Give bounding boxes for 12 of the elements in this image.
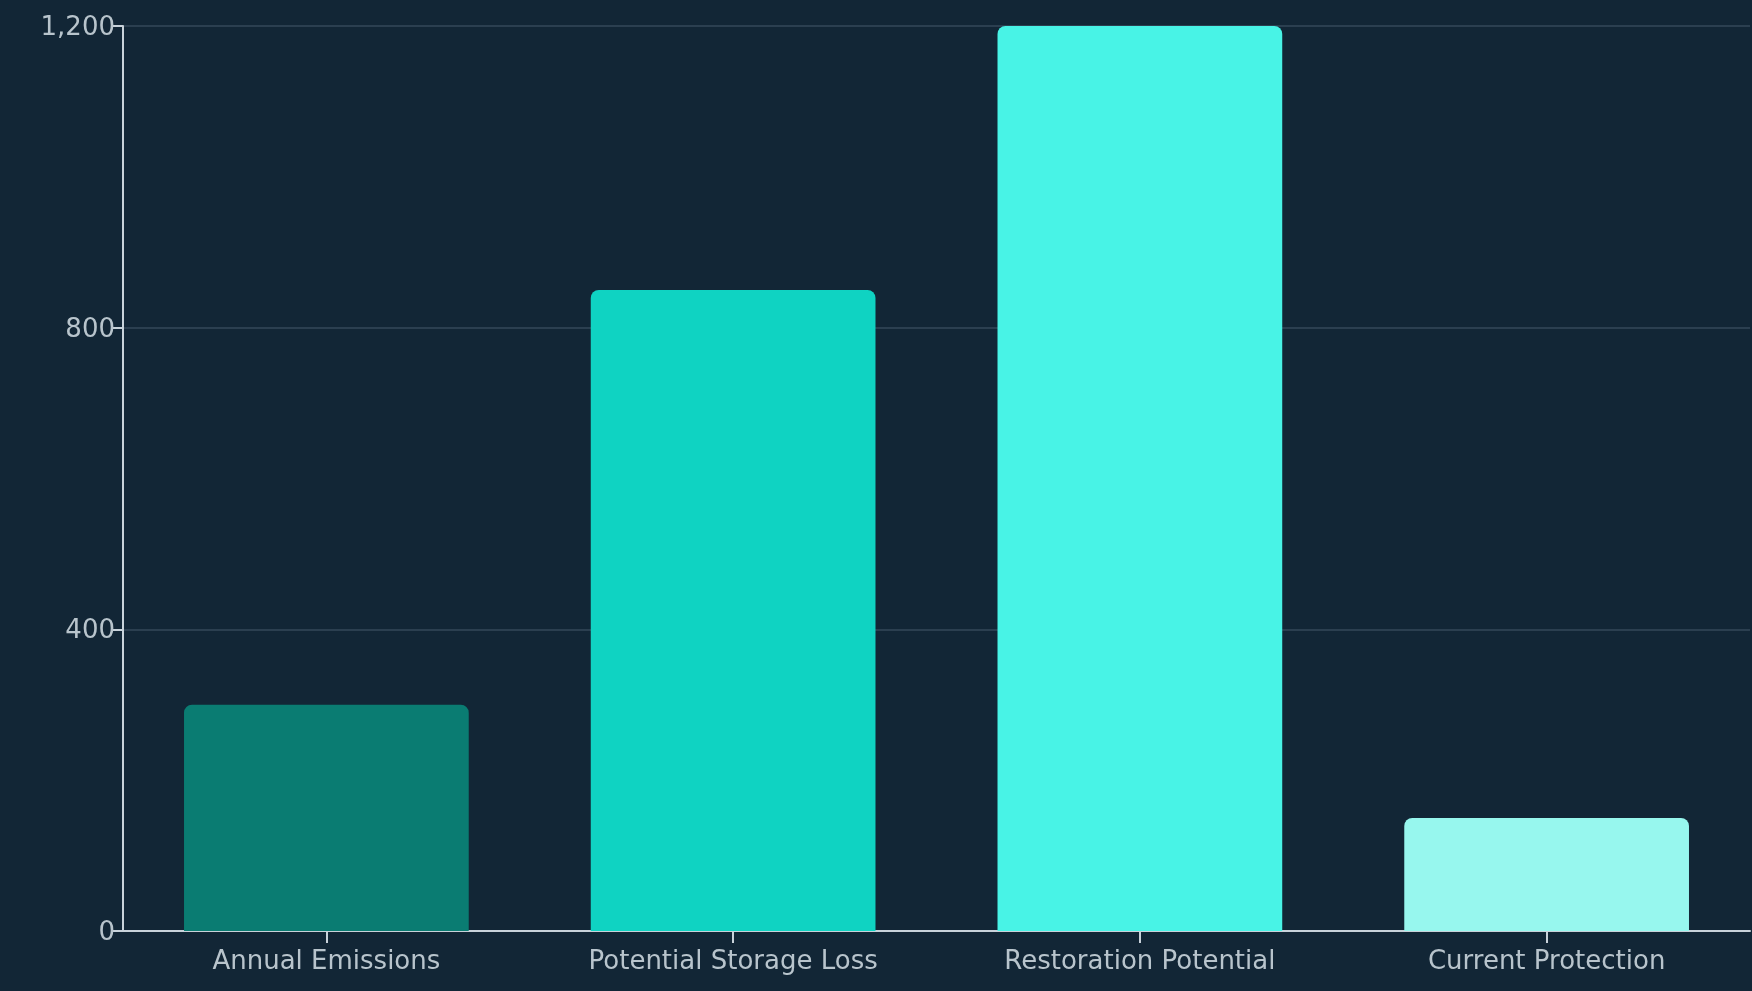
y-tick-label: 800 xyxy=(65,312,115,343)
bar xyxy=(997,26,1283,931)
x-tick-label: Annual Emissions xyxy=(212,945,441,975)
bar xyxy=(590,289,876,931)
y-tick-label: 400 xyxy=(65,614,115,645)
bar xyxy=(1404,817,1689,931)
y-tick-label: 1,200 xyxy=(40,11,115,41)
x-tick-label: Restoration Potential xyxy=(1004,945,1276,975)
y-tick-label: 0 xyxy=(98,916,115,946)
x-tick-label: Current Protection xyxy=(1427,945,1666,975)
bar xyxy=(184,704,469,931)
x-tick-label: Potential Storage Loss xyxy=(588,945,878,975)
